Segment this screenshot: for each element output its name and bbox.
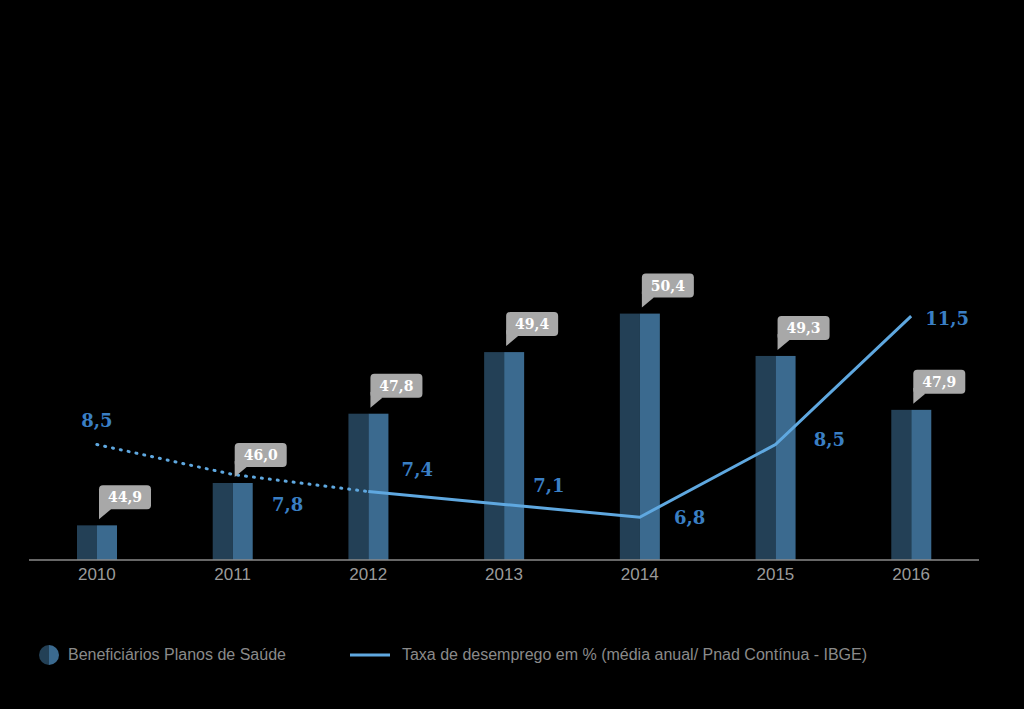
svg-text:50,4: 50,4 (651, 278, 685, 294)
html-text:Taxa de desemprego em % (média: Taxa de desemprego em % (média anual/ Pn… (401, 646, 868, 663)
svg-text:2013: 2013 (485, 565, 523, 584)
svg-text:46,0: 46,0 (244, 447, 278, 463)
svg-text:2016: 2016 (892, 565, 930, 584)
svg-text:2014: 2014 (621, 565, 659, 584)
svg-text:7,8: 7,8 (272, 494, 303, 515)
svg-text:6,8: 6,8 (674, 507, 705, 528)
svg-text:8,5: 8,5 (814, 429, 845, 450)
svg-text:49,3: 49,3 (787, 320, 821, 336)
svg-text:47,8: 47,8 (379, 378, 413, 394)
svg-text:49,4: 49,4 (515, 316, 549, 332)
svg-text:7,1: 7,1 (533, 475, 564, 496)
svg-text:44,9: 44,9 (108, 489, 142, 505)
svg-text:2011: 2011 (214, 565, 251, 584)
svg-text:2015: 2015 (757, 565, 795, 584)
svg-text:2010: 2010 (78, 565, 116, 584)
html-text:Beneficiários Planos de Saúde: Beneficiários Planos de Saúde (68, 646, 286, 663)
svg-text:2012: 2012 (349, 565, 387, 584)
svg-text:7,4: 7,4 (402, 459, 433, 480)
svg-text:8,5: 8,5 (81, 410, 112, 431)
svg-text:47,9: 47,9 (922, 374, 956, 390)
svg-text:11,5: 11,5 (925, 308, 969, 329)
